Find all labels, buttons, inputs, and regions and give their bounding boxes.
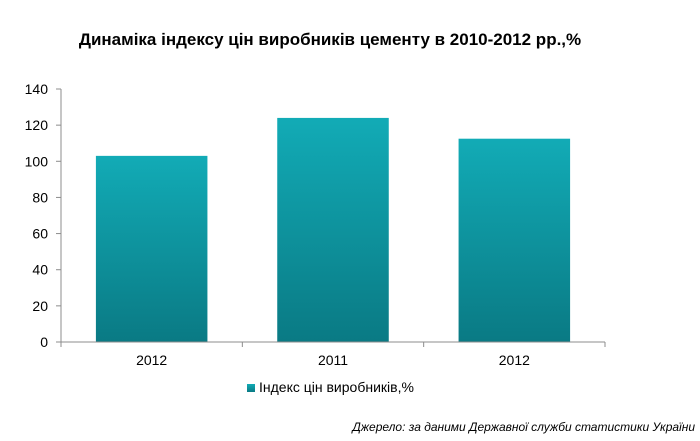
y-axis-ticks: 0 20 40 60 80 100 120 140: [25, 81, 61, 350]
y-tick-label: 120: [25, 117, 49, 133]
bar: [277, 117, 389, 343]
y-tick-label: 100: [25, 153, 49, 169]
y-tick-label: 60: [32, 226, 48, 242]
chart-title: Динаміка індексу цін виробників цементу …: [79, 30, 581, 49]
y-tick-label: 80: [32, 189, 48, 205]
legend: Індекс цін виробників,%: [247, 379, 414, 395]
legend-swatch: [247, 384, 255, 392]
x-tick-label: 2012: [136, 352, 167, 368]
x-tick-label: 2011: [318, 352, 348, 368]
axes: [60, 89, 605, 343]
y-tick-label: 20: [32, 298, 48, 314]
x-axis-ticks: 2012 2011 2012: [60, 342, 606, 368]
x-tick-label: 2012: [499, 352, 530, 368]
y-tick-label: 40: [32, 262, 48, 278]
legend-label: Індекс цін виробників,%: [259, 379, 414, 395]
y-tick-label: 0: [40, 334, 48, 350]
bar: [95, 155, 208, 342]
bars: [95, 117, 571, 343]
source-note: Джерело: за даними Державної служби стат…: [350, 420, 695, 434]
bar: [458, 138, 571, 342]
y-tick-label: 140: [25, 81, 49, 97]
